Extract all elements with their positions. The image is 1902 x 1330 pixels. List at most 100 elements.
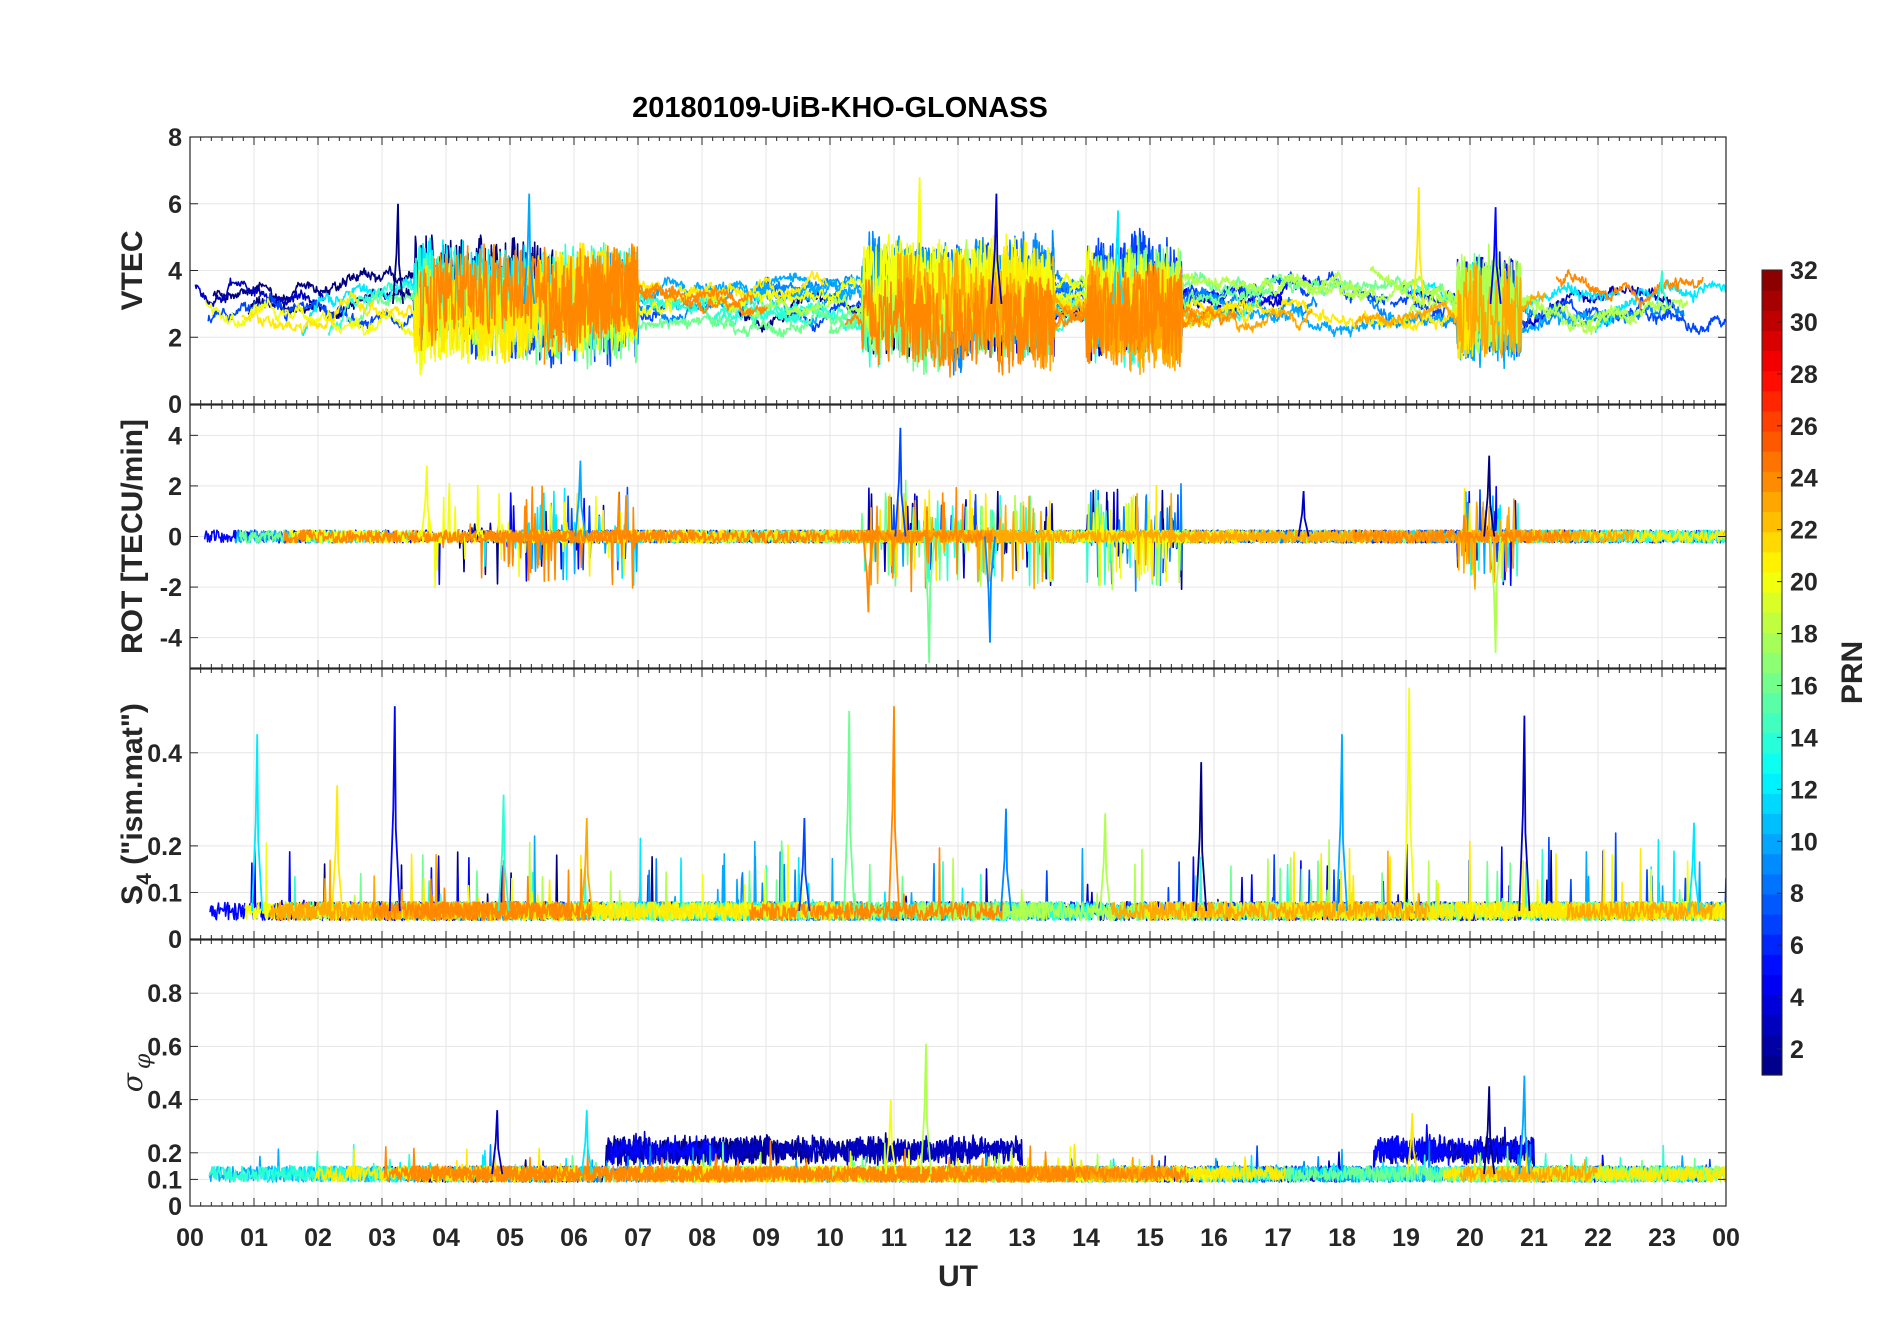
y-tick-label-vtec: 6 (168, 191, 182, 219)
colorbar-tick-label: 24 (1790, 465, 1818, 493)
peak-s4 (331, 785, 344, 912)
y-tick-label-rot: 0 (168, 524, 182, 552)
colorbar-bin (1762, 330, 1782, 352)
x-tick-label: 14 (1072, 1224, 1100, 1252)
y-tick-label-sigma: 0 (168, 1193, 182, 1221)
series-line-prn-24 (383, 1146, 833, 1183)
colorbar-tick-label: 8 (1790, 880, 1804, 908)
peak-s4 (1518, 715, 1531, 912)
colorbar-tick-label: 20 (1790, 569, 1818, 597)
series-rot (203, 427, 1726, 663)
colorbar-bin (1762, 612, 1782, 633)
x-axis-label: UT (938, 1260, 978, 1293)
colorbar-bin (1762, 692, 1782, 714)
series-line-prn-23 (1354, 262, 1547, 359)
x-tick-label: 10 (816, 1224, 844, 1252)
peak-s4 (580, 817, 593, 912)
colorbar-bin (1762, 370, 1782, 392)
colorbar-bin (1762, 592, 1782, 613)
colorbar-bin (1762, 1014, 1782, 1036)
peak-vtec (392, 203, 404, 304)
colorbar-bin (1762, 994, 1782, 1016)
colorbar-bin (1762, 934, 1782, 955)
colorbar-bin (1762, 531, 1782, 553)
peak-s4 (798, 817, 811, 912)
colorbar-bin (1762, 1034, 1782, 1056)
y-tick-label-vtec: 2 (168, 324, 182, 352)
x-tick-label: 09 (752, 1224, 780, 1252)
x-tick-label: 08 (688, 1224, 716, 1252)
peak-rot (984, 536, 996, 643)
x-tick-label: 01 (240, 1224, 268, 1252)
series-line-prn-21 (679, 270, 829, 303)
colorbar-tick-label: 12 (1790, 776, 1818, 804)
y-tick-label-s4: 0 (168, 926, 182, 954)
colorbar-tick-label: 6 (1790, 932, 1804, 960)
peak-s4 (843, 710, 856, 912)
series-line-prn-24 (543, 243, 768, 365)
x-tick-label: 11 (881, 1224, 908, 1252)
series-line-prn-24 (860, 486, 993, 593)
y-tick-label-vtec: 8 (168, 124, 182, 152)
colorbar-tick-label: 26 (1790, 413, 1818, 441)
colorbar-bin (1762, 672, 1782, 694)
peak-vtec (1412, 187, 1425, 304)
peak-s4 (1336, 734, 1348, 912)
peak-s4 (1688, 822, 1700, 912)
y-axis-label-vtec: VTEC (116, 230, 149, 310)
colorbar-bin (1762, 431, 1782, 452)
colorbar-bin (1762, 1054, 1782, 1076)
peak-rot (923, 536, 936, 663)
colorbar-bin (1762, 873, 1782, 895)
x-tick-label: 03 (368, 1224, 396, 1252)
colorbar-bin (1762, 451, 1782, 472)
x-tick-label: 13 (1008, 1224, 1036, 1252)
colorbar-tick-label: 30 (1790, 309, 1818, 337)
y-tick-label-sigma: 0.1 (147, 1166, 182, 1194)
y-tick-label-rot: 4 (168, 422, 182, 450)
series-line-prn-23 (991, 492, 1174, 583)
peak-rot (1483, 455, 1496, 537)
x-tick-label: 00 (1712, 1224, 1740, 1252)
peak-rot (894, 427, 907, 537)
peak-rot (1489, 536, 1502, 653)
x-tick-label: 15 (1136, 1224, 1164, 1252)
series-line-prn-24 (483, 491, 875, 586)
series-line-prn-24 (1555, 269, 1704, 309)
y-tick-label-vtec: 0 (168, 391, 182, 419)
series-line-prn-24 (1352, 514, 1573, 573)
colorbar-bin (1762, 390, 1782, 412)
colorbar-bin (1762, 410, 1782, 432)
peak-vtec (523, 193, 536, 304)
colorbar-tick-label: 28 (1790, 361, 1818, 389)
peak-vtec (913, 177, 926, 304)
peak-s4 (497, 794, 510, 912)
panel-vtec: 0 2 4 6 8 VTEC (116, 124, 1727, 419)
peak-rot (574, 460, 587, 537)
y-axis-label-rot: ROT [TECU/min] (116, 419, 149, 654)
colorbar-bin (1762, 471, 1782, 492)
peak-vtec (990, 193, 1003, 304)
y-tick-label-s4: 0.1 (147, 879, 182, 907)
peak-s4 (888, 706, 900, 912)
colorbar-frame (1761, 269, 1783, 1076)
peak-s4 (1195, 762, 1208, 912)
colorbar-bin (1762, 974, 1782, 996)
series-vtec (194, 177, 1726, 378)
colorbar-tick-label: 32 (1790, 257, 1818, 285)
y-axis-label-sigma: σφ (116, 1053, 156, 1092)
y-tick-label-s4: 0.4 (147, 740, 182, 768)
peak-s4 (251, 734, 264, 912)
colorbar-tick-label: 4 (1790, 984, 1804, 1012)
colorbar-bin (1762, 571, 1782, 593)
x-tick-label: 04 (432, 1224, 460, 1252)
colorbar-tick-label: 16 (1790, 672, 1818, 700)
y-tick-label-rot: -2 (160, 574, 182, 602)
colorbar-bin (1762, 773, 1782, 794)
x-tick-label: 07 (624, 1224, 652, 1252)
colorbar-bin (1762, 310, 1782, 331)
x-tick-label: 16 (1200, 1224, 1228, 1252)
colorbar-bin (1762, 732, 1782, 754)
